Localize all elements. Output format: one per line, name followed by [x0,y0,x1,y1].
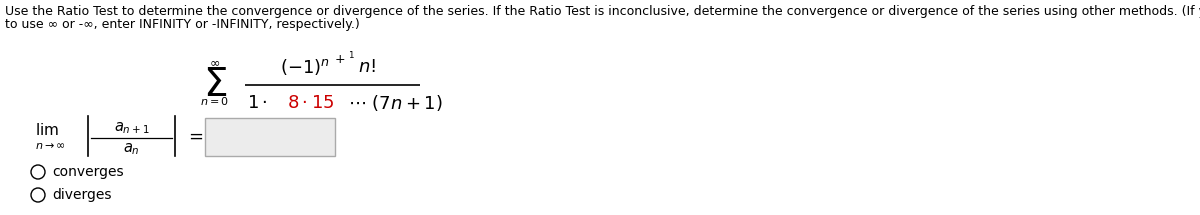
Text: $=$: $=$ [185,127,204,145]
Text: $\cdots\ (7n+1)$: $\cdots\ (7n+1)$ [348,93,443,113]
Text: $a_{n+1}$: $a_{n+1}$ [114,120,149,136]
Text: $8\cdot15$: $8\cdot15$ [287,94,335,112]
Text: $(-1)^n$: $(-1)^n$ [280,57,330,77]
Text: $\Sigma$: $\Sigma$ [203,66,227,104]
Text: to use ∞ or -∞, enter INFINITY or -INFINITY, respectively.): to use ∞ or -∞, enter INFINITY or -INFIN… [5,18,360,31]
Text: $\infty$: $\infty$ [210,57,221,69]
Text: diverges: diverges [52,188,112,202]
Text: $1\cdot$: $1\cdot$ [247,94,268,112]
Text: converges: converges [52,165,124,179]
Text: $n\to\infty$: $n\to\infty$ [35,141,66,151]
Text: Use the Ratio Test to determine the convergence or divergence of the series. If : Use the Ratio Test to determine the conv… [5,5,1200,18]
Text: $\lim$: $\lim$ [35,122,59,138]
Text: $+\ ^1$: $+\ ^1$ [334,51,355,67]
Text: $n=0$: $n=0$ [200,95,229,107]
Text: $n!$: $n!$ [358,58,376,76]
Text: $a_n$: $a_n$ [124,141,140,157]
FancyBboxPatch shape [205,118,335,156]
